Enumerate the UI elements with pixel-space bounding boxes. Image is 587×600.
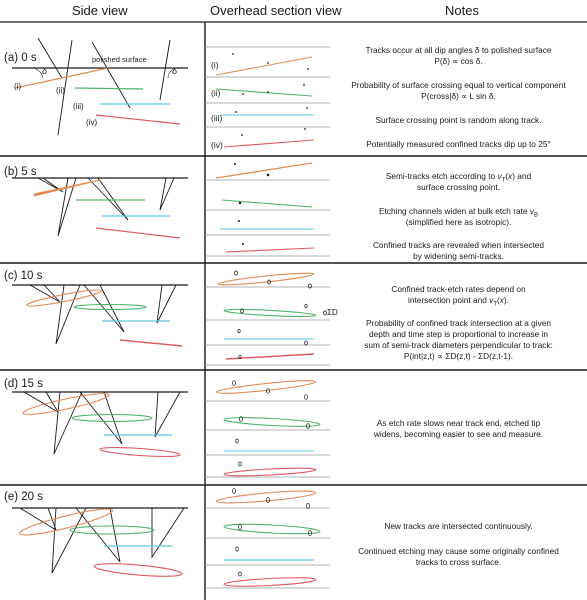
side-view-e	[12, 507, 188, 577]
side-track-label-iii: (iii)	[73, 102, 84, 111]
overhead-track-label-ii: (ii)	[211, 88, 221, 98]
sum-d-label: ΣD	[327, 308, 338, 317]
polished-surface-label: polished surface	[92, 55, 147, 64]
overhead-d	[215, 380, 321, 477]
side-track-label-ii: (ii)	[56, 86, 65, 95]
panel-a-label: (a) 0 s	[4, 52, 37, 64]
track-black-4	[159, 39, 171, 101]
note-e-1: New tracks are intersected continuously.	[384, 521, 533, 531]
note-c-5: sum of semi-track diameters perpendicula…	[364, 340, 553, 350]
side-track-label-iv: (iv)	[86, 118, 98, 127]
track-green	[74, 87, 144, 90]
overhead-track-label-iv: (iv)	[211, 140, 223, 150]
note-b-1: Semi-tracks etch according to vT(x) and	[385, 171, 532, 184]
note-c-4: depth and time step is proportional to i…	[369, 329, 548, 339]
overhead-c	[217, 270, 327, 360]
overhead-view-header: Overhead section view	[210, 3, 342, 18]
note-a-6: Potentially measured confined tracks dip…	[366, 139, 551, 149]
note-b-6: by widening semi-tracks.	[413, 251, 504, 261]
note-b-5: Confined tracks are revealed when inters…	[372, 240, 545, 250]
panel-c-label: (c) 10 s	[4, 270, 43, 282]
note-e-3: tracks to cross surface.	[415, 557, 502, 567]
side-view-a	[12, 37, 188, 136]
overhead-track-label-iii: (iii)	[211, 113, 223, 123]
track-black-1	[37, 37, 63, 79]
note-b-4: (simplified here as isotropic).	[405, 217, 512, 227]
panel-b-label: (b) 5 s	[4, 166, 37, 178]
note-c-6: P(int|z,t) ∝ ΣD(z,t) - ΣD(z,t-1).	[403, 351, 514, 361]
note-a-4: P(cross|δ) ∝ L sin δ.	[421, 91, 496, 101]
side-view-c	[12, 284, 188, 347]
note-c-3: Probability of confined track intersecti…	[366, 318, 551, 328]
note-b-3: Etching channels widen at bulk etch rate…	[379, 206, 538, 219]
overhead-b	[215, 162, 315, 253]
side-view-header: Side view	[72, 3, 128, 18]
note-d-1: As etch rate slows near track end, etche…	[376, 418, 541, 428]
side-track-label-i: (i)	[14, 82, 22, 91]
panel-e-label: (e) 20 s	[4, 491, 43, 503]
track-orange	[14, 67, 109, 89]
note-b-2: surface crossing point.	[416, 182, 500, 192]
note-c-1: Confined track-etch rates depend on	[391, 284, 526, 294]
notes-header: Notes	[445, 3, 479, 18]
track-red	[95, 114, 181, 125]
side-view-d	[12, 391, 188, 458]
delta-label-left: δ	[42, 66, 48, 76]
overhead-a	[215, 53, 315, 148]
overhead-track-label-i: (i)	[211, 60, 219, 70]
side-view-b	[12, 177, 188, 239]
panel-d-label: (d) 15 s	[4, 378, 43, 390]
note-c-2: intersection point and vT(x).	[407, 295, 509, 308]
track-black-3	[91, 41, 131, 109]
overhead-dividers	[205, 46, 330, 589]
note-a-3: Probability of surface crossing equal to…	[351, 80, 566, 90]
panel-frame	[0, 21, 587, 600]
delta-label-right: δ	[172, 66, 178, 76]
note-e-2: Continued etching may cause some origina…	[358, 546, 559, 556]
note-a-5: Surface crossing point is random along t…	[375, 115, 542, 125]
note-d-2: widens, becoming easier to see and measu…	[373, 429, 544, 439]
note-a-2: P(δ) ∝ cos δ.	[434, 56, 483, 66]
overhead-e	[215, 488, 321, 587]
track-black-2	[57, 39, 73, 136]
note-a-1: Tracks occur at all dip angles δ to poli…	[365, 45, 552, 55]
